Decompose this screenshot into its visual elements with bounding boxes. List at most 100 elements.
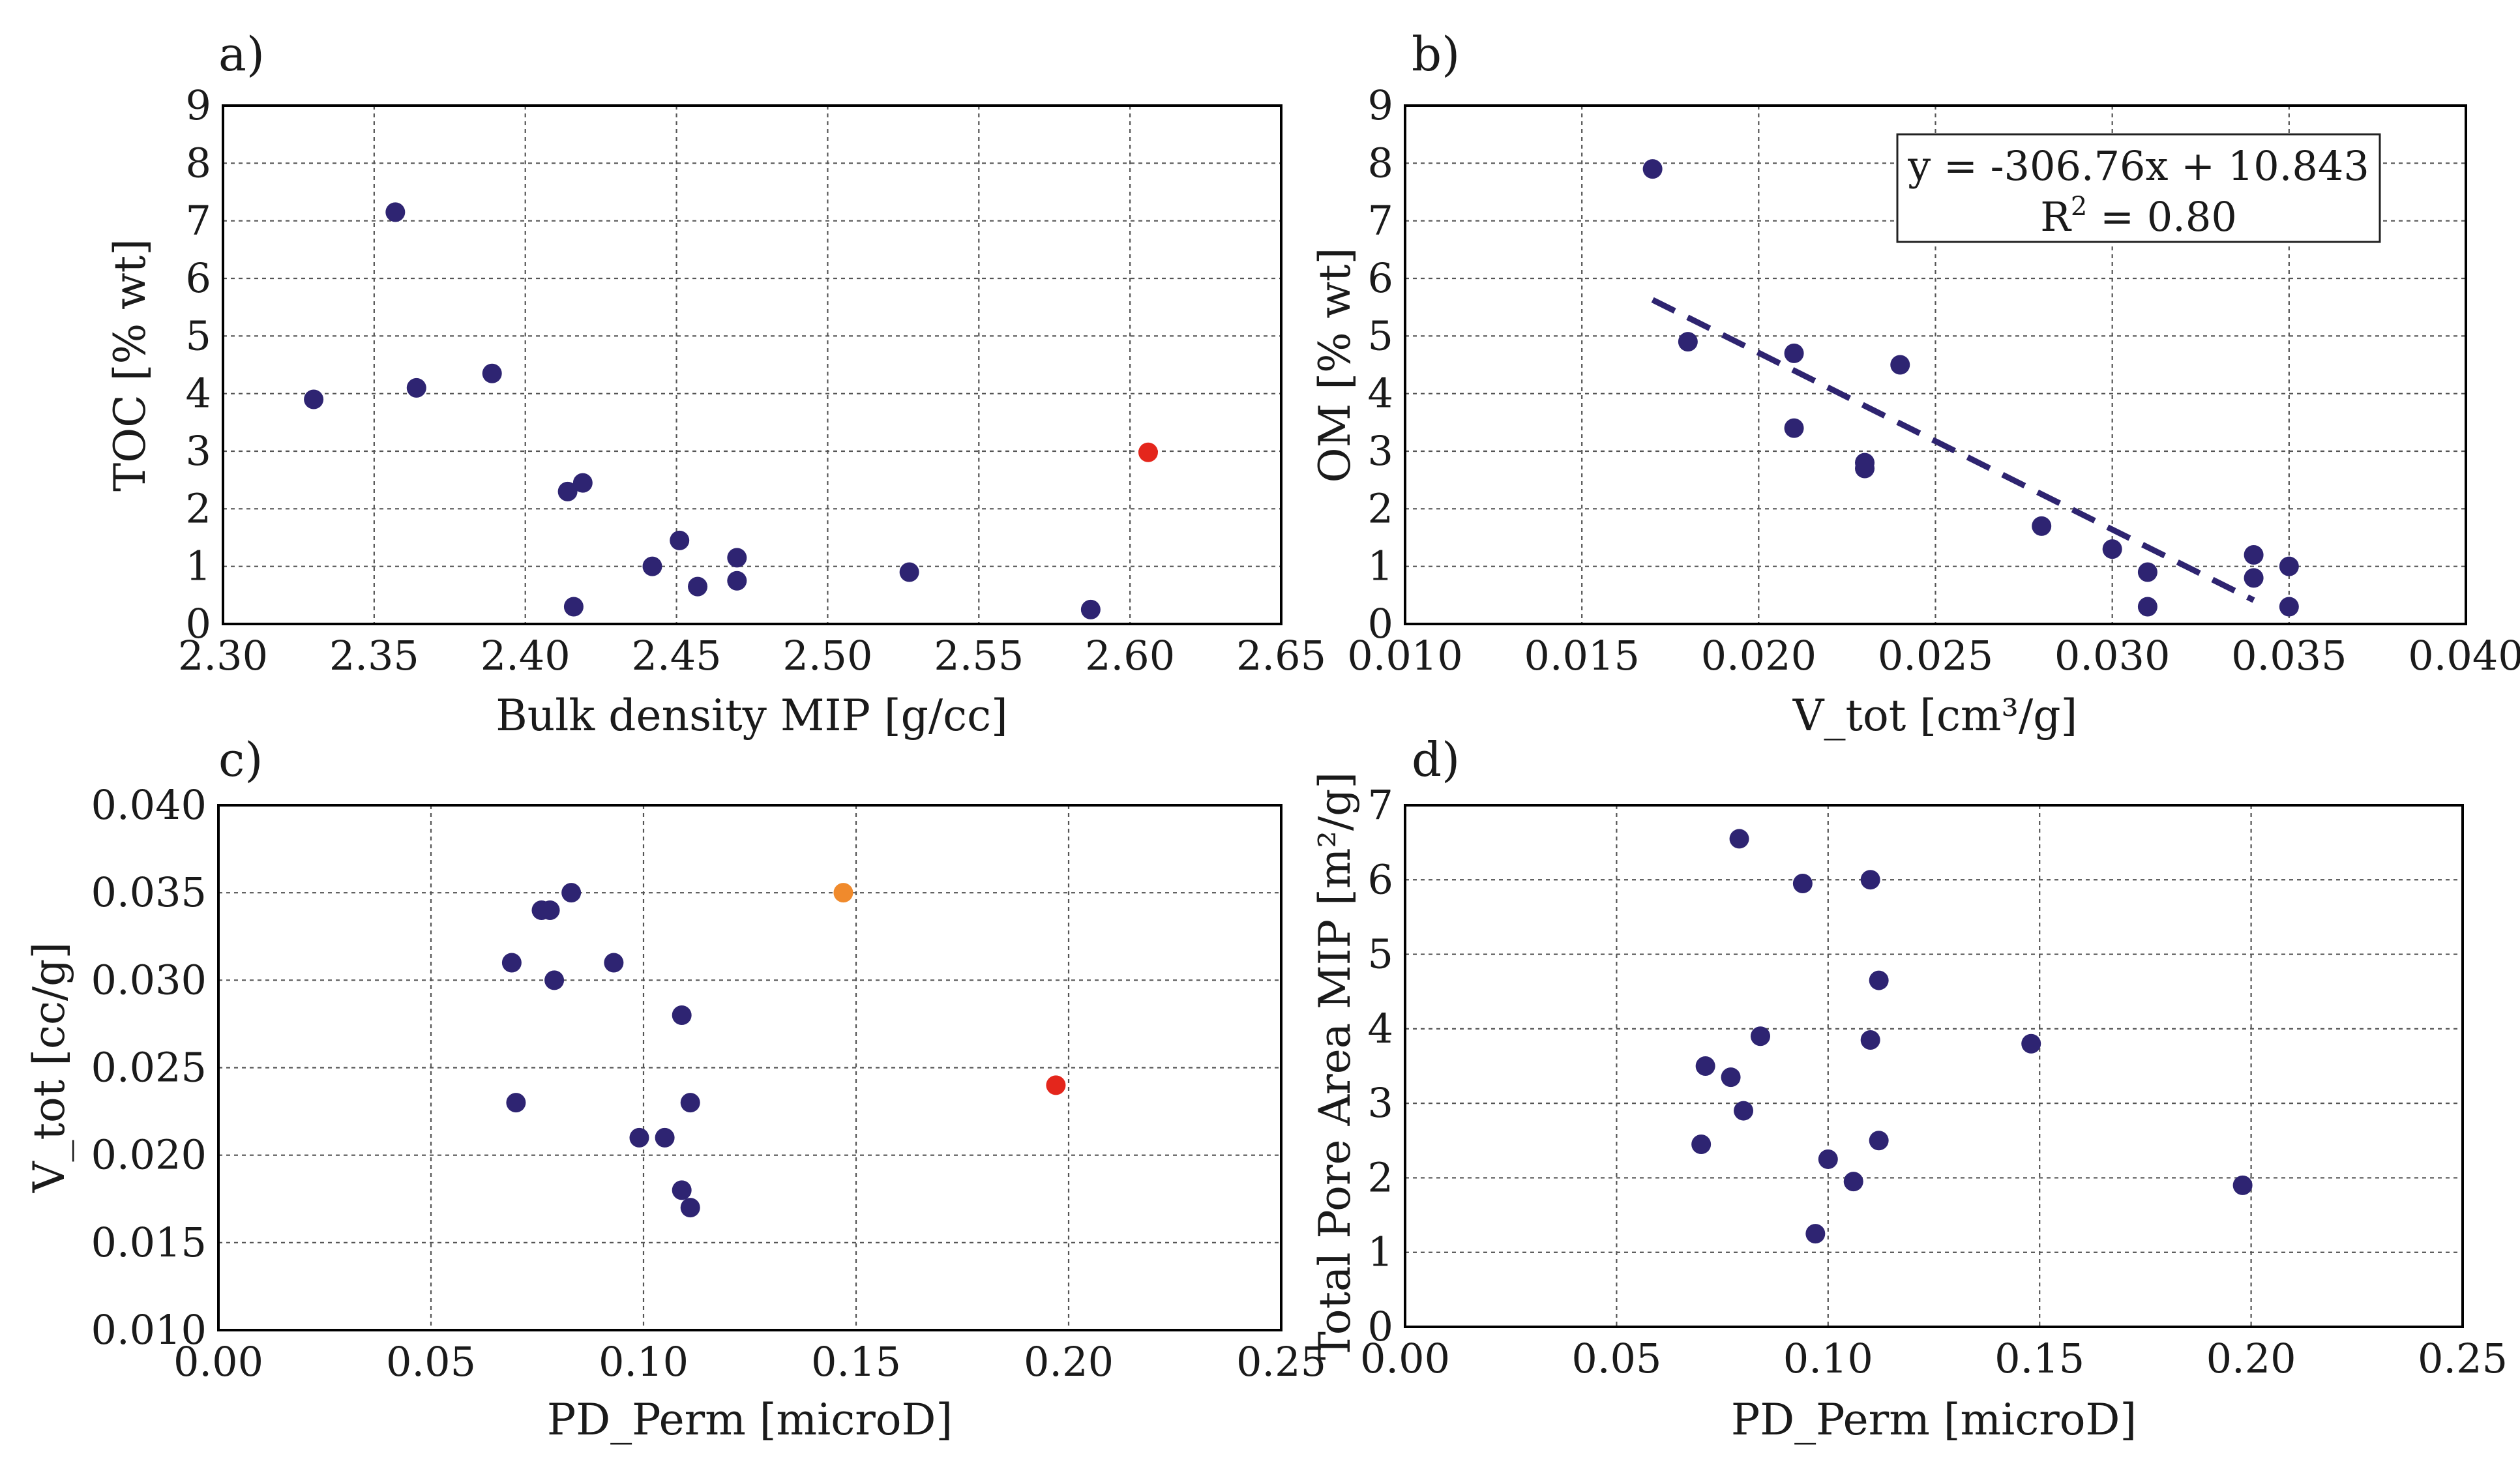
panel-b-point-13 (2279, 556, 2299, 576)
panel-a-point-4 (557, 481, 578, 501)
panel-a: a) 2.30 2.35 2.40 2.45 2.50 2.55 2.60 2.65 0 1 2 3 4… (105, 27, 1326, 741)
panel-c-point-10 (672, 1180, 692, 1200)
panel-d-ytick-0: 0 (1368, 1303, 1393, 1350)
panel-b-point-6 (1890, 355, 1910, 375)
panel-c-point-9 (672, 1005, 692, 1025)
panel-d-ytick-5: 5 (1368, 930, 1393, 978)
panel-b-point-14 (2279, 597, 2299, 617)
panel-a-point-3 (482, 363, 502, 383)
panel-a-ytick-0: 0 (186, 600, 211, 647)
panel-a-xtick-1: 2.35 (329, 632, 419, 679)
panel-b-ytick-5: 5 (1368, 312, 1393, 359)
panel-d-point-13 (1843, 1172, 1863, 1192)
panel-a-ytick-5: 5 (186, 312, 211, 359)
panel-a-label: a) (218, 27, 265, 82)
panel-c-xtick-4: 0.20 (1024, 1338, 1114, 1386)
panel-d-point-5 (1860, 1030, 1880, 1050)
panel-b-ylabel: OM [% wt] (1310, 248, 1360, 483)
panel-a-ytick-2: 2 (186, 484, 211, 532)
panel-d-point-6 (2021, 1033, 2041, 1054)
panel-b-point-10 (2137, 597, 2157, 617)
panel-b-ytick-4: 4 (1368, 370, 1393, 417)
panel-d-frame (1404, 804, 2464, 1328)
panel-d-point-2 (1860, 870, 1880, 890)
panel-a-ytick-1: 1 (186, 542, 211, 590)
panel-d-point-3 (1869, 970, 1889, 990)
panel-c-point-8 (655, 1127, 675, 1148)
panel-a-ytick-6: 6 (186, 254, 211, 302)
panel-b-point-8 (2102, 539, 2122, 559)
panel-c-point-1 (506, 1093, 526, 1113)
panel-a-point-11 (727, 548, 747, 568)
panel-d-point-0 (1729, 829, 1749, 849)
panel-c-ytick-1: 0.015 (91, 1219, 207, 1266)
panel-a-xlabel: Bulk density MIP [g/cc] (496, 690, 1008, 741)
panel-a-point-13 (1080, 599, 1101, 619)
panel-b-xtick-2: 0.020 (1701, 632, 1817, 679)
panel-d-point-4 (1750, 1026, 1770, 1046)
panel-c-point-5 (561, 883, 582, 903)
panel-a-xtick-3: 2.45 (632, 632, 722, 679)
panel-b-point-11 (2244, 545, 2264, 565)
panel-c-xtick-5: 0.25 (1236, 1338, 1326, 1386)
panel-a-point-0 (304, 389, 324, 409)
panel-c-ytick-5: 0.035 (91, 868, 207, 916)
panel-d-point-10 (1691, 1135, 1712, 1154)
panel-d-xtick-5: 0.25 (2418, 1335, 2508, 1382)
panel-b-xtick-1: 0.015 (1524, 632, 1640, 679)
panel-b-xtick-0: 0.010 (1347, 632, 1463, 679)
panel-d-ytick-6: 6 (1368, 855, 1393, 903)
panel-b-equation: y = -306.76x + 10.843 (1907, 142, 2369, 190)
panel-d-point-12 (1869, 1131, 1889, 1151)
panel-d-xtick-2: 0.10 (1783, 1335, 1873, 1382)
panel-a-ytick-7: 7 (186, 197, 211, 245)
panel-b-point-12 (2244, 568, 2264, 588)
panel-a-point-10 (727, 571, 747, 591)
panel-d-xtick-4: 0.20 (2206, 1335, 2296, 1382)
panel-d-point-8 (1721, 1067, 1741, 1088)
panel-b-ytick-9: 9 (1368, 82, 1393, 129)
panel-a-ytick-3: 3 (186, 427, 211, 475)
panel-b-ytick-1: 1 (1368, 542, 1393, 590)
panel-c-ytick-2: 0.020 (91, 1131, 207, 1179)
panel-b-xtick-3: 0.025 (1878, 632, 1994, 679)
panel-d-point-1 (1792, 874, 1813, 893)
panel-a-xtick-7: 2.65 (1236, 632, 1326, 679)
panel-a-ytick-4: 4 (186, 370, 211, 417)
panel-a-point-2 (406, 378, 426, 398)
panel-c-label: c) (218, 732, 263, 787)
panel-d-label: d) (1412, 732, 1460, 787)
panel-a-xtick-4: 2.50 (782, 632, 872, 679)
panel-d-xtick-1: 0.05 (1571, 1335, 1661, 1382)
panel-c-point-12 (680, 1093, 700, 1113)
panel-d-ytick-7: 7 (1368, 781, 1393, 829)
panel-a-xtick-0: 2.30 (178, 632, 268, 679)
panel-b-ytick-8: 8 (1368, 139, 1393, 186)
panel-d-point-7 (1695, 1056, 1715, 1076)
panel-a-xtick-6: 2.60 (1085, 632, 1175, 679)
panel-c-ytick-3: 0.025 (91, 1044, 207, 1091)
panel-d-xlabel: PD_Perm [microD] (1731, 1395, 2137, 1445)
panel-a-xtick-5: 2.55 (934, 632, 1024, 679)
panel-a-point-5 (572, 473, 593, 493)
panel-a-point-1 (385, 202, 406, 222)
panel-d-point-9 (1734, 1101, 1754, 1121)
panel-b-xtick-6: 0.040 (2408, 632, 2520, 679)
panel-b-point-7 (2032, 516, 2052, 536)
panel-c-xlabel: PD_Perm [microD] (547, 1395, 953, 1445)
panel-a-point-12 (899, 562, 919, 582)
panel-b-r2: R2 = 0.80 (2040, 192, 2237, 241)
panel-b-trendline (1651, 297, 2255, 603)
panel-b-ytick-6: 6 (1368, 254, 1393, 302)
panel-b-point-1 (1678, 332, 1698, 352)
panel-c-xtick-1: 0.05 (386, 1338, 476, 1386)
panel-d: d) 0.00 0.05 0.10 0.15 0.20 0.25 0 1 2 3 4 5 6 7 PD_P… (1310, 732, 2508, 1445)
panel-b-point-9 (2137, 562, 2157, 582)
panel-a-ytick-8: 8 (186, 139, 211, 186)
panel-b-equation-box (1896, 133, 2381, 243)
panel-a-point-8 (670, 530, 690, 550)
panel-c-point-11 (680, 1198, 700, 1218)
panel-b-point-3 (1784, 418, 1804, 438)
panel-c-ytick-0: 0.010 (91, 1306, 207, 1354)
panel-c-point-4 (544, 970, 565, 990)
